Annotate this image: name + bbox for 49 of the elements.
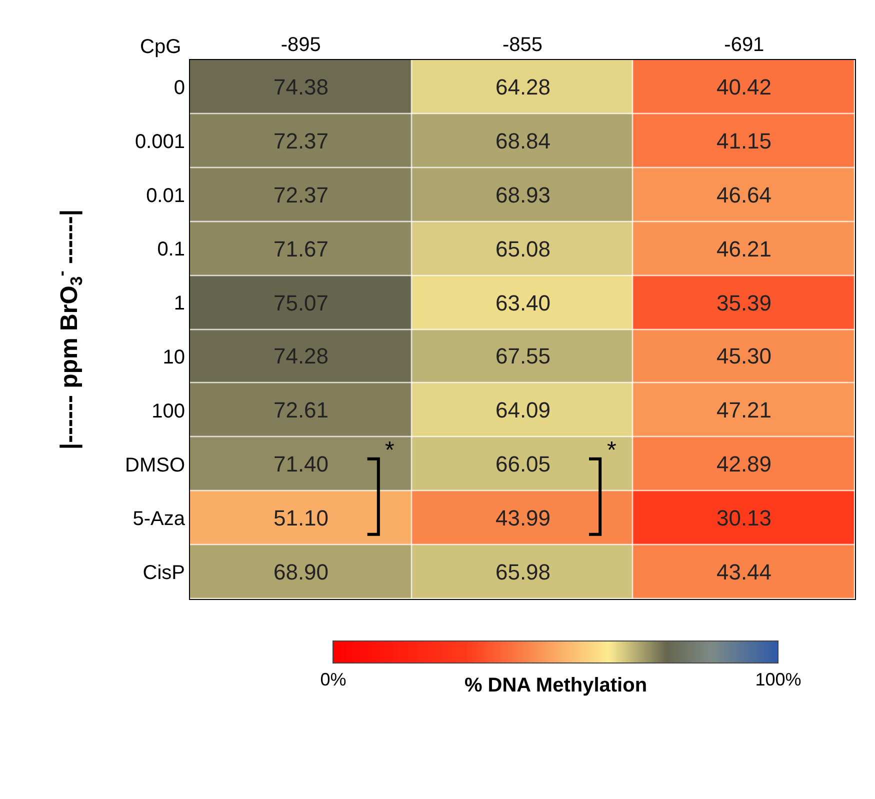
data-label: 47.21 (716, 398, 772, 423)
data-label: 30.13 (716, 506, 772, 531)
data-label: 71.40 (273, 452, 329, 477)
color-bar-label: 0% (320, 670, 346, 690)
annotation: * (607, 437, 616, 464)
data-label: 46.21 (716, 236, 772, 262)
annotation: * (385, 437, 394, 464)
y-tick-label: 0.001 (134, 130, 185, 153)
data-label: 72.37 (273, 128, 329, 154)
data-label: 74.28 (273, 344, 329, 369)
y-tick-label: 10 (162, 346, 185, 368)
y-tick-label: 0.1 (157, 238, 185, 261)
data-label: 66.05 (495, 452, 551, 477)
x-tick-label: -855 (502, 34, 543, 56)
color-bar-label: 100% (755, 670, 802, 690)
y-tick-label: 0.01 (146, 184, 185, 207)
data-label: 71.67 (273, 236, 329, 262)
data-label: 51.10 (273, 506, 329, 531)
x-tick-label: -691 (724, 34, 764, 56)
data-label: 35.39 (716, 290, 772, 316)
data-label: 68.84 (495, 128, 551, 154)
data-label: 74.38 (273, 74, 329, 100)
data-label: 72.37 (273, 182, 329, 208)
data-label: 46.64 (716, 182, 772, 208)
data-label: 65.08 (495, 236, 551, 262)
y-tick-label: CisP (142, 562, 185, 584)
x-tick-label: -895 (280, 34, 321, 56)
data-label: 72.61 (273, 398, 329, 423)
data-label: 45.30 (716, 344, 772, 369)
data-label: 68.93 (495, 182, 551, 208)
y-tick-label: 100 (152, 400, 185, 422)
data-label: 64.28 (495, 74, 551, 100)
data-label: 64.09 (495, 398, 551, 423)
color-bar-title: % DNA Methylation (464, 674, 648, 696)
y-tick-label: DMSO (125, 454, 185, 476)
data-label: 40.42 (716, 74, 772, 100)
y-tick-label: 1 (174, 292, 185, 315)
data-label: 67.55 (495, 344, 551, 369)
data-label: 43.99 (495, 506, 551, 531)
y-tick-label: 0 (174, 76, 185, 99)
y-tick-label: 5-Aza (132, 508, 186, 530)
data-label: 63.40 (495, 290, 551, 316)
data-label: 41.15 (716, 128, 772, 154)
data-label: 65.98 (495, 560, 551, 585)
data-label: 68.90 (273, 560, 329, 585)
text: CpG (140, 36, 182, 58)
data-label: 42.89 (716, 452, 772, 477)
data-label: 43.44 (716, 560, 772, 585)
data-label: 75.07 (273, 290, 329, 316)
